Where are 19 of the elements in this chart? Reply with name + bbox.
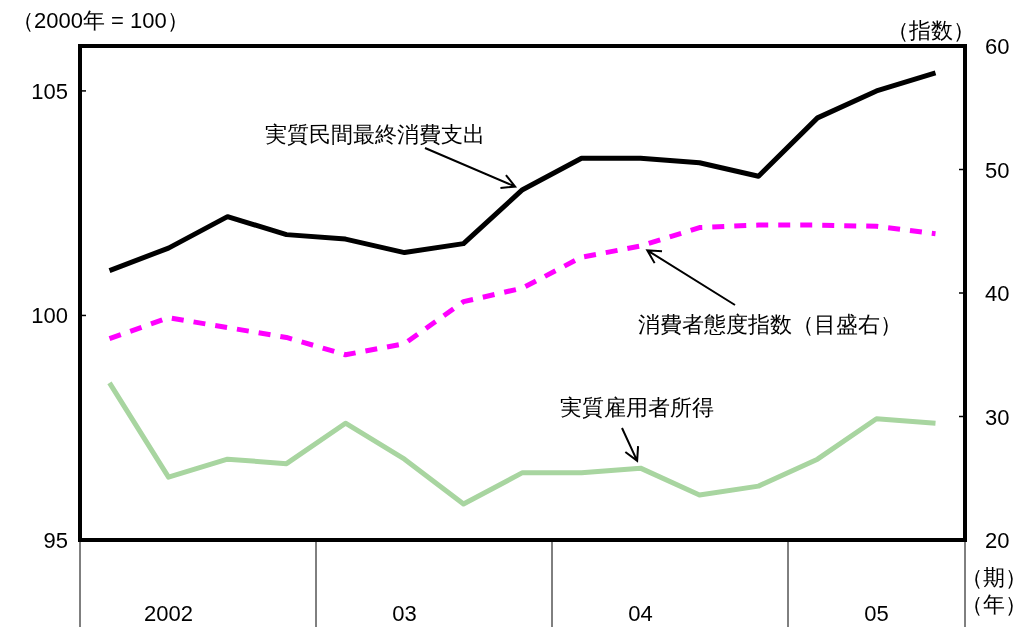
y-tick-label: 95: [43, 528, 68, 553]
y2-tick-label: 30: [985, 404, 1010, 430]
y-tick-label: 100: [31, 303, 68, 329]
y2-tick-label: 60: [985, 34, 1010, 59]
y2-tick-label: 50: [985, 157, 1010, 183]
text: （年）: [961, 592, 1027, 617]
text: 実質雇用者所得: [560, 395, 714, 420]
x-tick-label: 2002: [144, 601, 193, 626]
y-tick-label: 105: [31, 78, 68, 104]
text: 実質民間最終消費支出: [265, 122, 485, 147]
text: （期）: [961, 565, 1027, 590]
x-tick-label: 03: [392, 601, 417, 626]
x-tick-label: 05: [864, 601, 889, 626]
y-axis-title: （2000年 = 100）: [12, 8, 189, 33]
y2-tick-label: 40: [985, 281, 1010, 306]
text: 消費者態度指数（目盛右）: [638, 312, 902, 337]
y2-axis-title: （指数）: [887, 18, 975, 43]
y2-tick-label: 20: [985, 528, 1010, 553]
x-tick-label: 04: [628, 601, 653, 626]
